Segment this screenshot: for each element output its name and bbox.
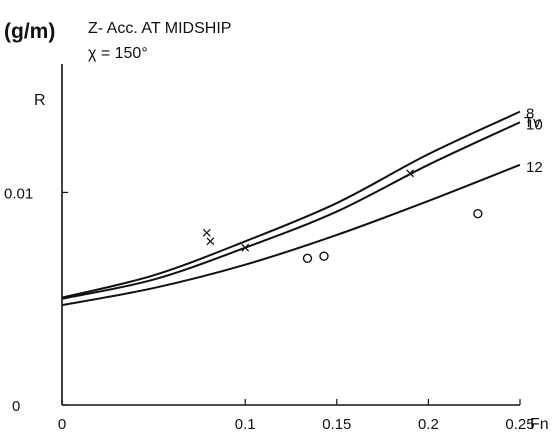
cross-marker-stroke-b [206,237,215,246]
x-tick-label-2: 0.15 [322,416,351,433]
curve-tv-8 [61,110,521,299]
series-label-tv-12: 12 [526,159,543,176]
circle-marker-0 [302,253,313,264]
cross-marker-1 [206,237,215,246]
cross-marker-stroke-b [241,243,250,252]
unit-label: (g/m) [4,20,55,43]
legend-title: Tv [524,114,541,131]
circle-marker-1 [319,251,329,261]
y-axis-label: R [34,92,46,109]
chart-title: Z- Acc. AT MIDSHIP [88,20,231,37]
x-tick-label-4: 0.25 [505,416,534,433]
x-tick-label-3: 0.2 [418,416,439,433]
curve-tv-12 [61,163,521,307]
cross-marker-2 [241,243,250,252]
x-axis-label: Fn [530,416,549,433]
y-tick-label-0: 0 [12,398,20,415]
series-labels: 810 12 [526,106,543,176]
series-label-tv-10: 10 [526,116,543,133]
ticks: 0 0.1 0.15 0.2 0.25 0 0.01 [4,185,535,433]
cross-marker-stroke-b [202,228,211,237]
series-label-tv-8: 8 [526,106,534,123]
x-tick-label-1: 0.1 [235,416,256,433]
heading-label: χ = 150° [88,45,148,62]
curves [61,110,521,307]
cross-marker-3 [406,169,415,178]
cross-marker-stroke-b [406,169,415,178]
cross-marker-0 [202,228,211,237]
y-tick-label-1: 0.01 [4,185,33,202]
x-tick-label-0: 0 [58,416,66,433]
circle-marker-2 [473,208,483,219]
curve-tv-10 [61,121,521,300]
markers [202,169,483,264]
